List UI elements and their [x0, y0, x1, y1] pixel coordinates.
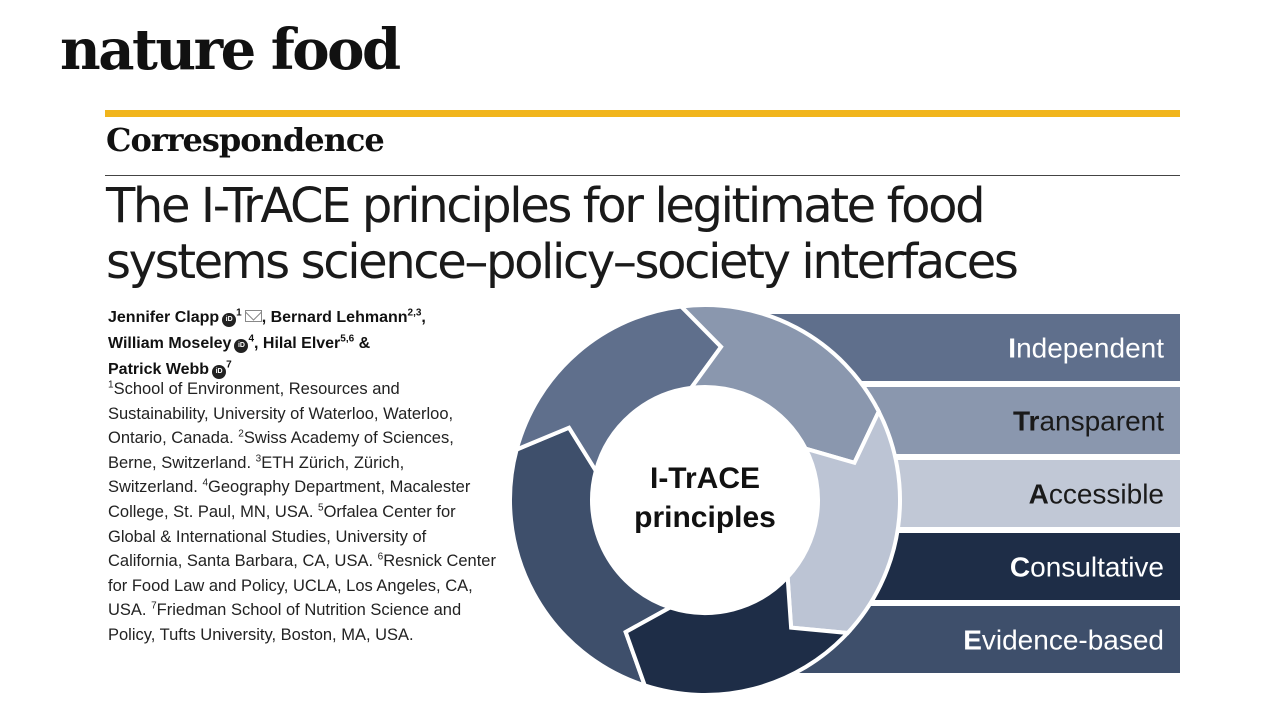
author-separator: ,: [421, 309, 426, 326]
author-name: William Moseley: [108, 335, 232, 352]
author-separator: ,: [254, 335, 263, 352]
affil-sup: 5: [318, 502, 324, 514]
principle-label: Accessible: [1029, 479, 1164, 510]
author-name: Patrick Webb: [108, 361, 210, 378]
author-affil-sup: 7: [226, 359, 232, 371]
principle-initial: A: [1029, 479, 1049, 510]
center-label-line-2: principles: [634, 501, 776, 534]
author[interactable]: William Moseley iD4,: [108, 333, 263, 353]
author-name: Hilal Elver: [262, 335, 341, 352]
author[interactable]: Jennifer Clapp iD1,: [108, 307, 271, 327]
principle-rest: ansparent: [1039, 406, 1164, 437]
principle-initial: E: [963, 625, 982, 656]
affil-text: Orfalea Center for Global & Internationa…: [108, 502, 456, 571]
principle-rest: onsultative: [1030, 552, 1164, 583]
principle-label: Independent: [1008, 333, 1164, 364]
title-line-1: The I-TrACE principles for legitimate fo…: [106, 178, 986, 234]
affil-text: Swiss Academy of Sciences, Berne, Switze…: [108, 429, 454, 472]
author[interactable]: Patrick Webb iD7: [108, 359, 232, 379]
author[interactable]: Hilal Elver5,6 &: [262, 333, 371, 352]
author-name: Bernard Lehmann: [270, 309, 408, 326]
affil-text: ETH Zürich, Zürich, Switzerland.: [108, 453, 405, 497]
orcid-icon[interactable]: iD: [234, 339, 249, 353]
affil-sup: 2: [238, 428, 244, 440]
affil-text: Friedman School of Nutrition Science and…: [108, 601, 462, 644]
author-affil-sup: 4: [248, 333, 255, 345]
principle-rest: ndependent: [1016, 333, 1164, 364]
orcid-icon[interactable]: iD: [212, 365, 227, 379]
author-list: Jennifer Clapp iD1, Bernard Lehmann2,3, W…: [108, 305, 488, 383]
cycle-ring: [508, 303, 902, 697]
affil-text: Geography Department, Macalester College…: [108, 478, 471, 521]
principle-rest: ccessible: [1049, 479, 1164, 510]
principle-label: Evidence-based: [963, 625, 1164, 656]
affil-text: School of Environment, Resources and Sus…: [108, 380, 454, 448]
title-line-2: systems science–policy–society interface…: [106, 234, 1019, 290]
section-label: Correspondence: [106, 121, 385, 159]
author[interactable]: Bernard Lehmann2,3,: [270, 307, 426, 326]
center-label-line-1: I-TrACE: [650, 462, 760, 495]
article-title: The I-TrACE principles for legitimate fo…: [106, 178, 1176, 290]
principle-initial: C: [1010, 552, 1030, 583]
principle-rest: vidence-based: [982, 625, 1164, 656]
affil-sup: 1: [108, 379, 114, 391]
affil-sup: 3: [255, 453, 262, 465]
journal-logo: nature food: [60, 17, 401, 83]
affil-sup: 4: [202, 477, 209, 489]
author-affil-sup: 1: [236, 307, 242, 319]
author-affil-sup: 2,3: [407, 307, 422, 319]
affil-sup: 6: [377, 551, 384, 563]
principle-label: Transparent: [1013, 406, 1164, 437]
gold-divider: [105, 110, 1180, 117]
mail-icon[interactable]: [244, 310, 262, 322]
author-affil-sup: 5,6: [340, 333, 355, 345]
title-rule: [105, 175, 1180, 176]
affiliation-block: 1School of Environment, Resources and Su…: [108, 377, 498, 648]
center-circle: [592, 387, 818, 613]
author-name: Jennifer Clapp: [108, 309, 220, 326]
author-separator: &: [354, 335, 371, 352]
affil-text: Resnick Center for Food Law and Policy, …: [108, 552, 496, 620]
principle-initial: I: [1008, 333, 1016, 364]
affil-sup: 7: [151, 600, 157, 612]
orcid-icon[interactable]: iD: [222, 313, 237, 327]
author-separator: ,: [261, 309, 271, 326]
principle-initial: Tr: [1013, 406, 1040, 437]
principle-label: Consultative: [1010, 552, 1164, 583]
